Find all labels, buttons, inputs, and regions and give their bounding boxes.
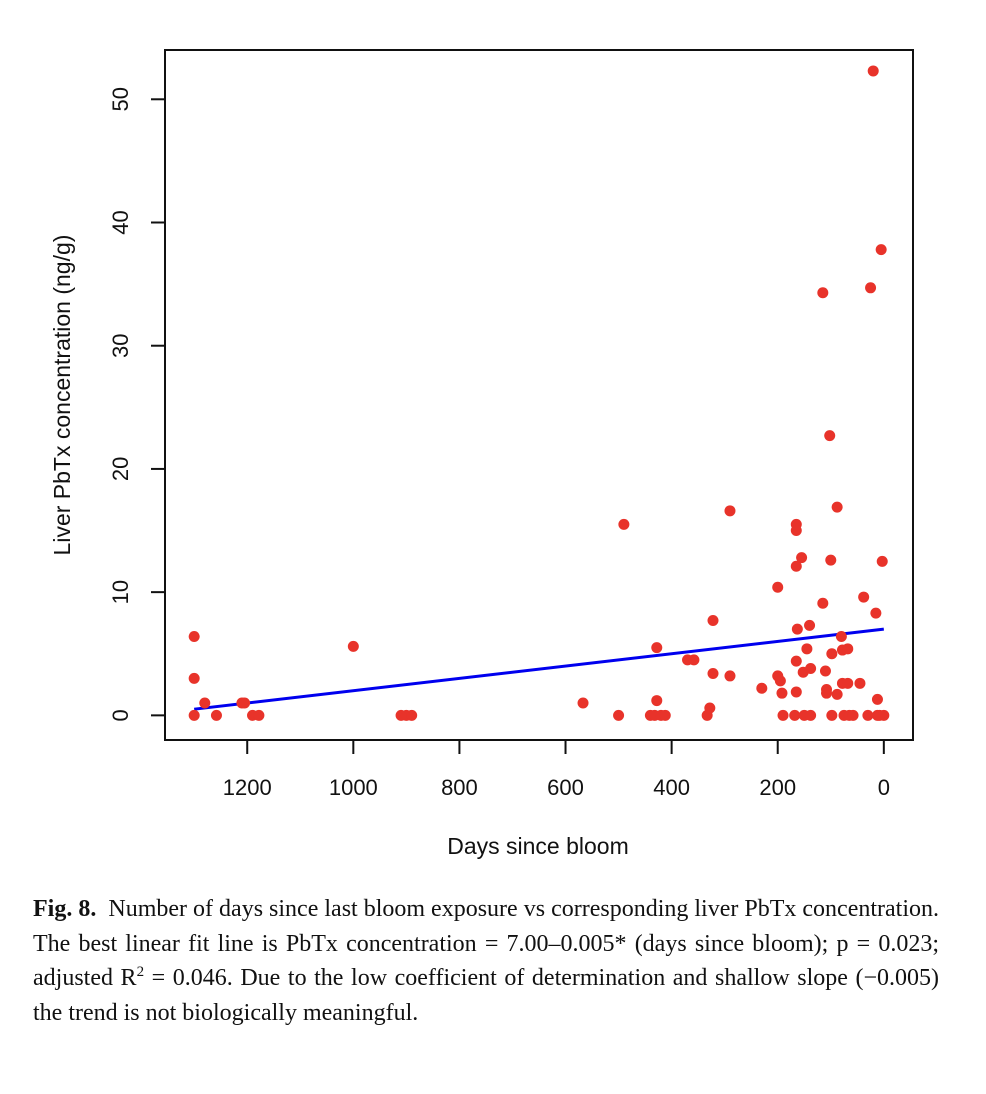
y-tick-label: 50 — [108, 87, 133, 111]
y-axis-title: Liver PbTx concentration (ng/g) — [49, 235, 75, 556]
data-point — [817, 597, 829, 609]
data-point — [199, 697, 211, 709]
y-tick-label: 20 — [108, 457, 133, 481]
y-tick-label: 10 — [108, 580, 133, 604]
x-axis: 1200 1000 800 600 400 200 0 — [223, 740, 890, 800]
figure: 1200 1000 800 600 400 200 0 0 10 20 30 40 50 Days s… — [49, 49, 914, 859]
data-point — [842, 677, 854, 689]
data-point — [876, 555, 888, 567]
data-point — [858, 591, 870, 603]
data-point — [789, 709, 801, 721]
x-tick-label: 200 — [759, 775, 796, 800]
x-tick-label: 400 — [653, 775, 690, 800]
data-point — [831, 688, 843, 700]
data-point — [865, 282, 877, 294]
data-point — [774, 675, 786, 687]
data-point — [756, 682, 768, 694]
data-point — [817, 287, 829, 299]
data-point — [805, 663, 817, 675]
scatter-chart: 1200 1000 800 600 400 200 0 0 10 20 30 40 50 Days s… — [49, 49, 914, 859]
data-point — [253, 709, 265, 721]
data-point — [835, 631, 847, 642]
x-tick-label: 800 — [441, 775, 478, 800]
data-point — [854, 677, 866, 689]
data-point — [577, 697, 589, 709]
data-point — [406, 709, 418, 721]
data-point — [707, 667, 719, 679]
x-tick-label: 0 — [878, 775, 890, 800]
data-point — [704, 702, 716, 714]
data-point — [801, 643, 813, 655]
data-point — [790, 655, 802, 667]
y-tick-label: 0 — [108, 709, 133, 721]
data-point — [239, 697, 251, 709]
data-point — [613, 709, 625, 721]
data-point — [790, 560, 802, 572]
data-point — [772, 581, 784, 593]
caption-text-part-1: Number of days since last bloom exposure… — [33, 896, 939, 991]
figure-caption: Fig. 8. Number of days since last bloom … — [33, 892, 939, 1030]
data-point — [688, 654, 700, 666]
data-point — [347, 640, 359, 652]
data-point — [651, 642, 663, 654]
data-point — [824, 430, 836, 442]
y-tick-label: 30 — [108, 333, 133, 357]
y-axis: 0 10 20 30 40 50 — [108, 87, 165, 721]
data-point — [188, 709, 200, 721]
data-point — [210, 709, 222, 721]
data-point — [819, 665, 831, 677]
data-point — [724, 670, 736, 682]
data-point — [707, 614, 719, 626]
data-point — [825, 554, 837, 566]
caption-figure-label: Fig. 8. — [33, 896, 97, 922]
data-point — [790, 686, 802, 698]
data-point — [862, 709, 874, 721]
x-tick-label: 600 — [547, 775, 584, 800]
data-point — [826, 648, 838, 660]
data-point — [874, 709, 886, 721]
data-point — [847, 709, 859, 721]
data-point — [188, 672, 200, 684]
x-tick-label: 1200 — [223, 775, 272, 800]
data-point — [618, 518, 630, 530]
plot-frame — [164, 49, 914, 741]
data-point — [871, 693, 883, 705]
data-point — [831, 501, 843, 513]
data-point — [796, 552, 808, 564]
data-point — [826, 709, 838, 721]
data-point — [659, 709, 671, 721]
data-point — [805, 709, 817, 721]
x-tick-label: 1000 — [329, 775, 378, 800]
data-point — [724, 505, 736, 517]
data-point — [870, 607, 882, 619]
data-points — [188, 65, 890, 721]
data-point — [790, 525, 802, 537]
data-point — [651, 695, 663, 707]
data-point — [804, 619, 816, 631]
data-point — [875, 244, 887, 256]
data-point — [776, 687, 788, 699]
caption-superscript: 2 — [136, 964, 145, 980]
data-point — [188, 631, 200, 642]
fit-line — [194, 627, 884, 711]
data-point — [777, 709, 789, 721]
data-point — [842, 643, 854, 655]
caption-text-part-2: = 0.046. Due to the low coefficient of d… — [33, 965, 939, 1026]
data-point — [867, 65, 879, 77]
y-tick-label: 40 — [108, 210, 133, 234]
data-point — [791, 623, 803, 635]
x-axis-title: Days since bloom — [447, 833, 629, 859]
data-point — [821, 687, 833, 699]
